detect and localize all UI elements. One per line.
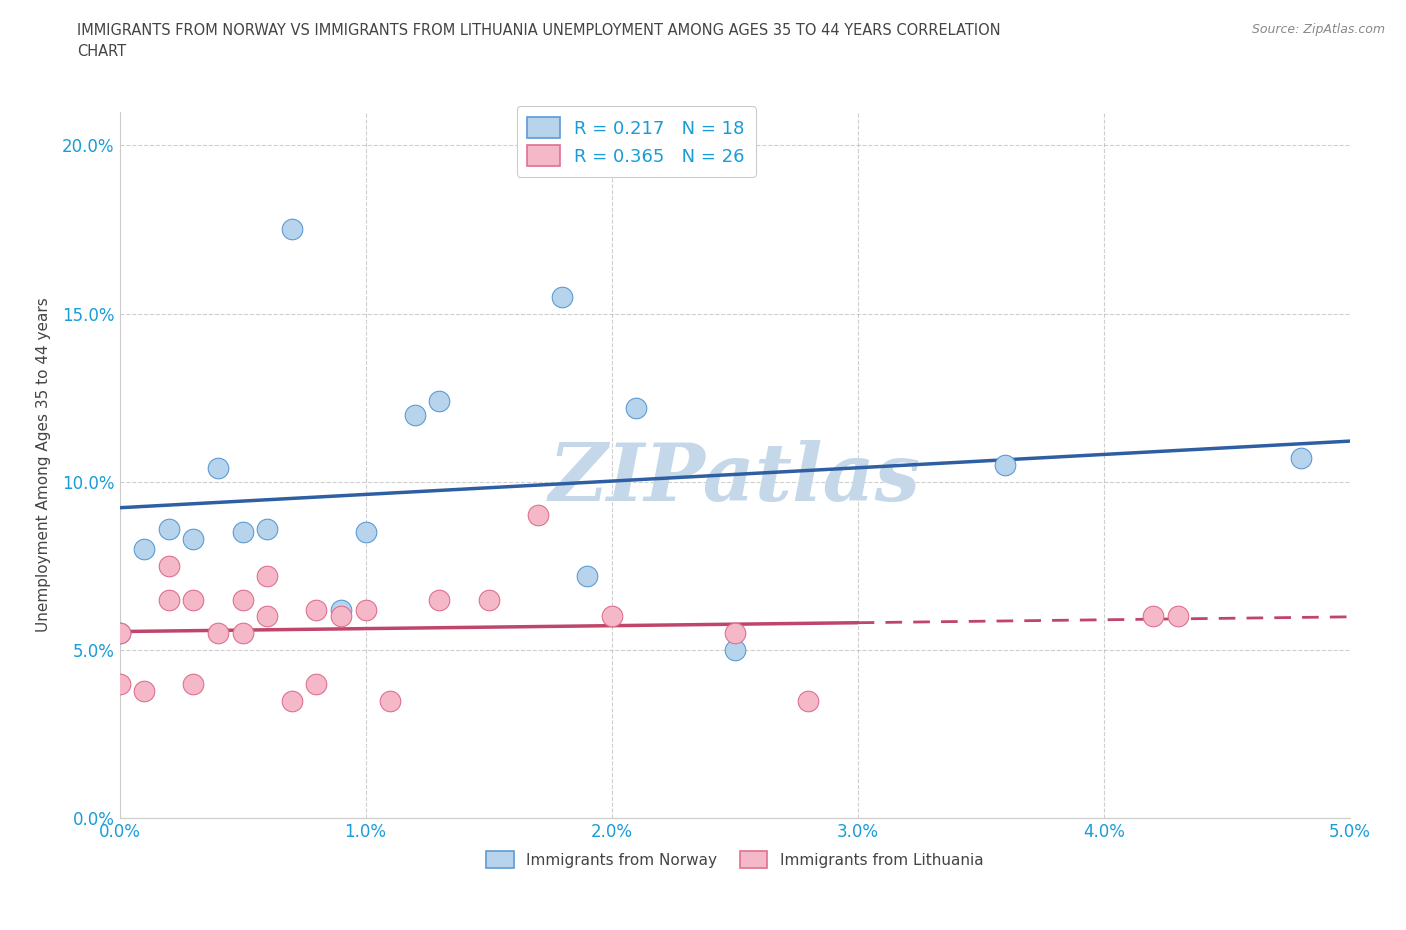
Point xyxy=(378,693,402,708)
Point xyxy=(231,525,254,539)
Point xyxy=(404,407,426,422)
Text: CHART: CHART xyxy=(77,44,127,59)
Point xyxy=(305,603,328,618)
Point xyxy=(108,676,131,691)
Point xyxy=(132,541,156,556)
Point xyxy=(723,626,745,641)
Point xyxy=(281,693,304,708)
Point xyxy=(626,400,648,415)
Point xyxy=(1166,609,1188,624)
Point xyxy=(183,532,205,547)
Point xyxy=(157,559,180,574)
Point xyxy=(723,643,745,658)
Y-axis label: Unemployment Among Ages 35 to 44 years: Unemployment Among Ages 35 to 44 years xyxy=(37,298,51,632)
Point xyxy=(797,693,820,708)
Point xyxy=(427,393,450,408)
Point xyxy=(256,609,278,624)
Point xyxy=(183,592,205,607)
Point xyxy=(157,592,180,607)
Point xyxy=(1289,451,1312,466)
Point xyxy=(281,222,304,237)
Point xyxy=(256,522,278,537)
Point xyxy=(354,603,377,618)
Point xyxy=(600,609,623,624)
Text: ZIPatlas: ZIPatlas xyxy=(548,441,921,518)
Point xyxy=(551,289,574,304)
Point xyxy=(157,522,180,537)
Point xyxy=(576,568,599,583)
Point xyxy=(329,609,352,624)
Text: Source: ZipAtlas.com: Source: ZipAtlas.com xyxy=(1251,23,1385,36)
Point xyxy=(527,508,550,523)
Point xyxy=(305,676,328,691)
Legend: Immigrants from Norway, Immigrants from Lithuania: Immigrants from Norway, Immigrants from … xyxy=(479,844,990,874)
Text: IMMIGRANTS FROM NORWAY VS IMMIGRANTS FROM LITHUANIA UNEMPLOYMENT AMONG AGES 35 T: IMMIGRANTS FROM NORWAY VS IMMIGRANTS FRO… xyxy=(77,23,1001,38)
Point xyxy=(231,592,254,607)
Point xyxy=(1142,609,1164,624)
Point xyxy=(256,568,278,583)
Point xyxy=(183,676,205,691)
Point xyxy=(108,626,131,641)
Point xyxy=(231,626,254,641)
Point xyxy=(207,461,229,476)
Point xyxy=(329,603,352,618)
Point xyxy=(477,592,501,607)
Point xyxy=(108,626,131,641)
Point xyxy=(207,626,229,641)
Point xyxy=(132,683,156,698)
Point xyxy=(354,525,377,539)
Point xyxy=(994,458,1017,472)
Point xyxy=(427,592,450,607)
